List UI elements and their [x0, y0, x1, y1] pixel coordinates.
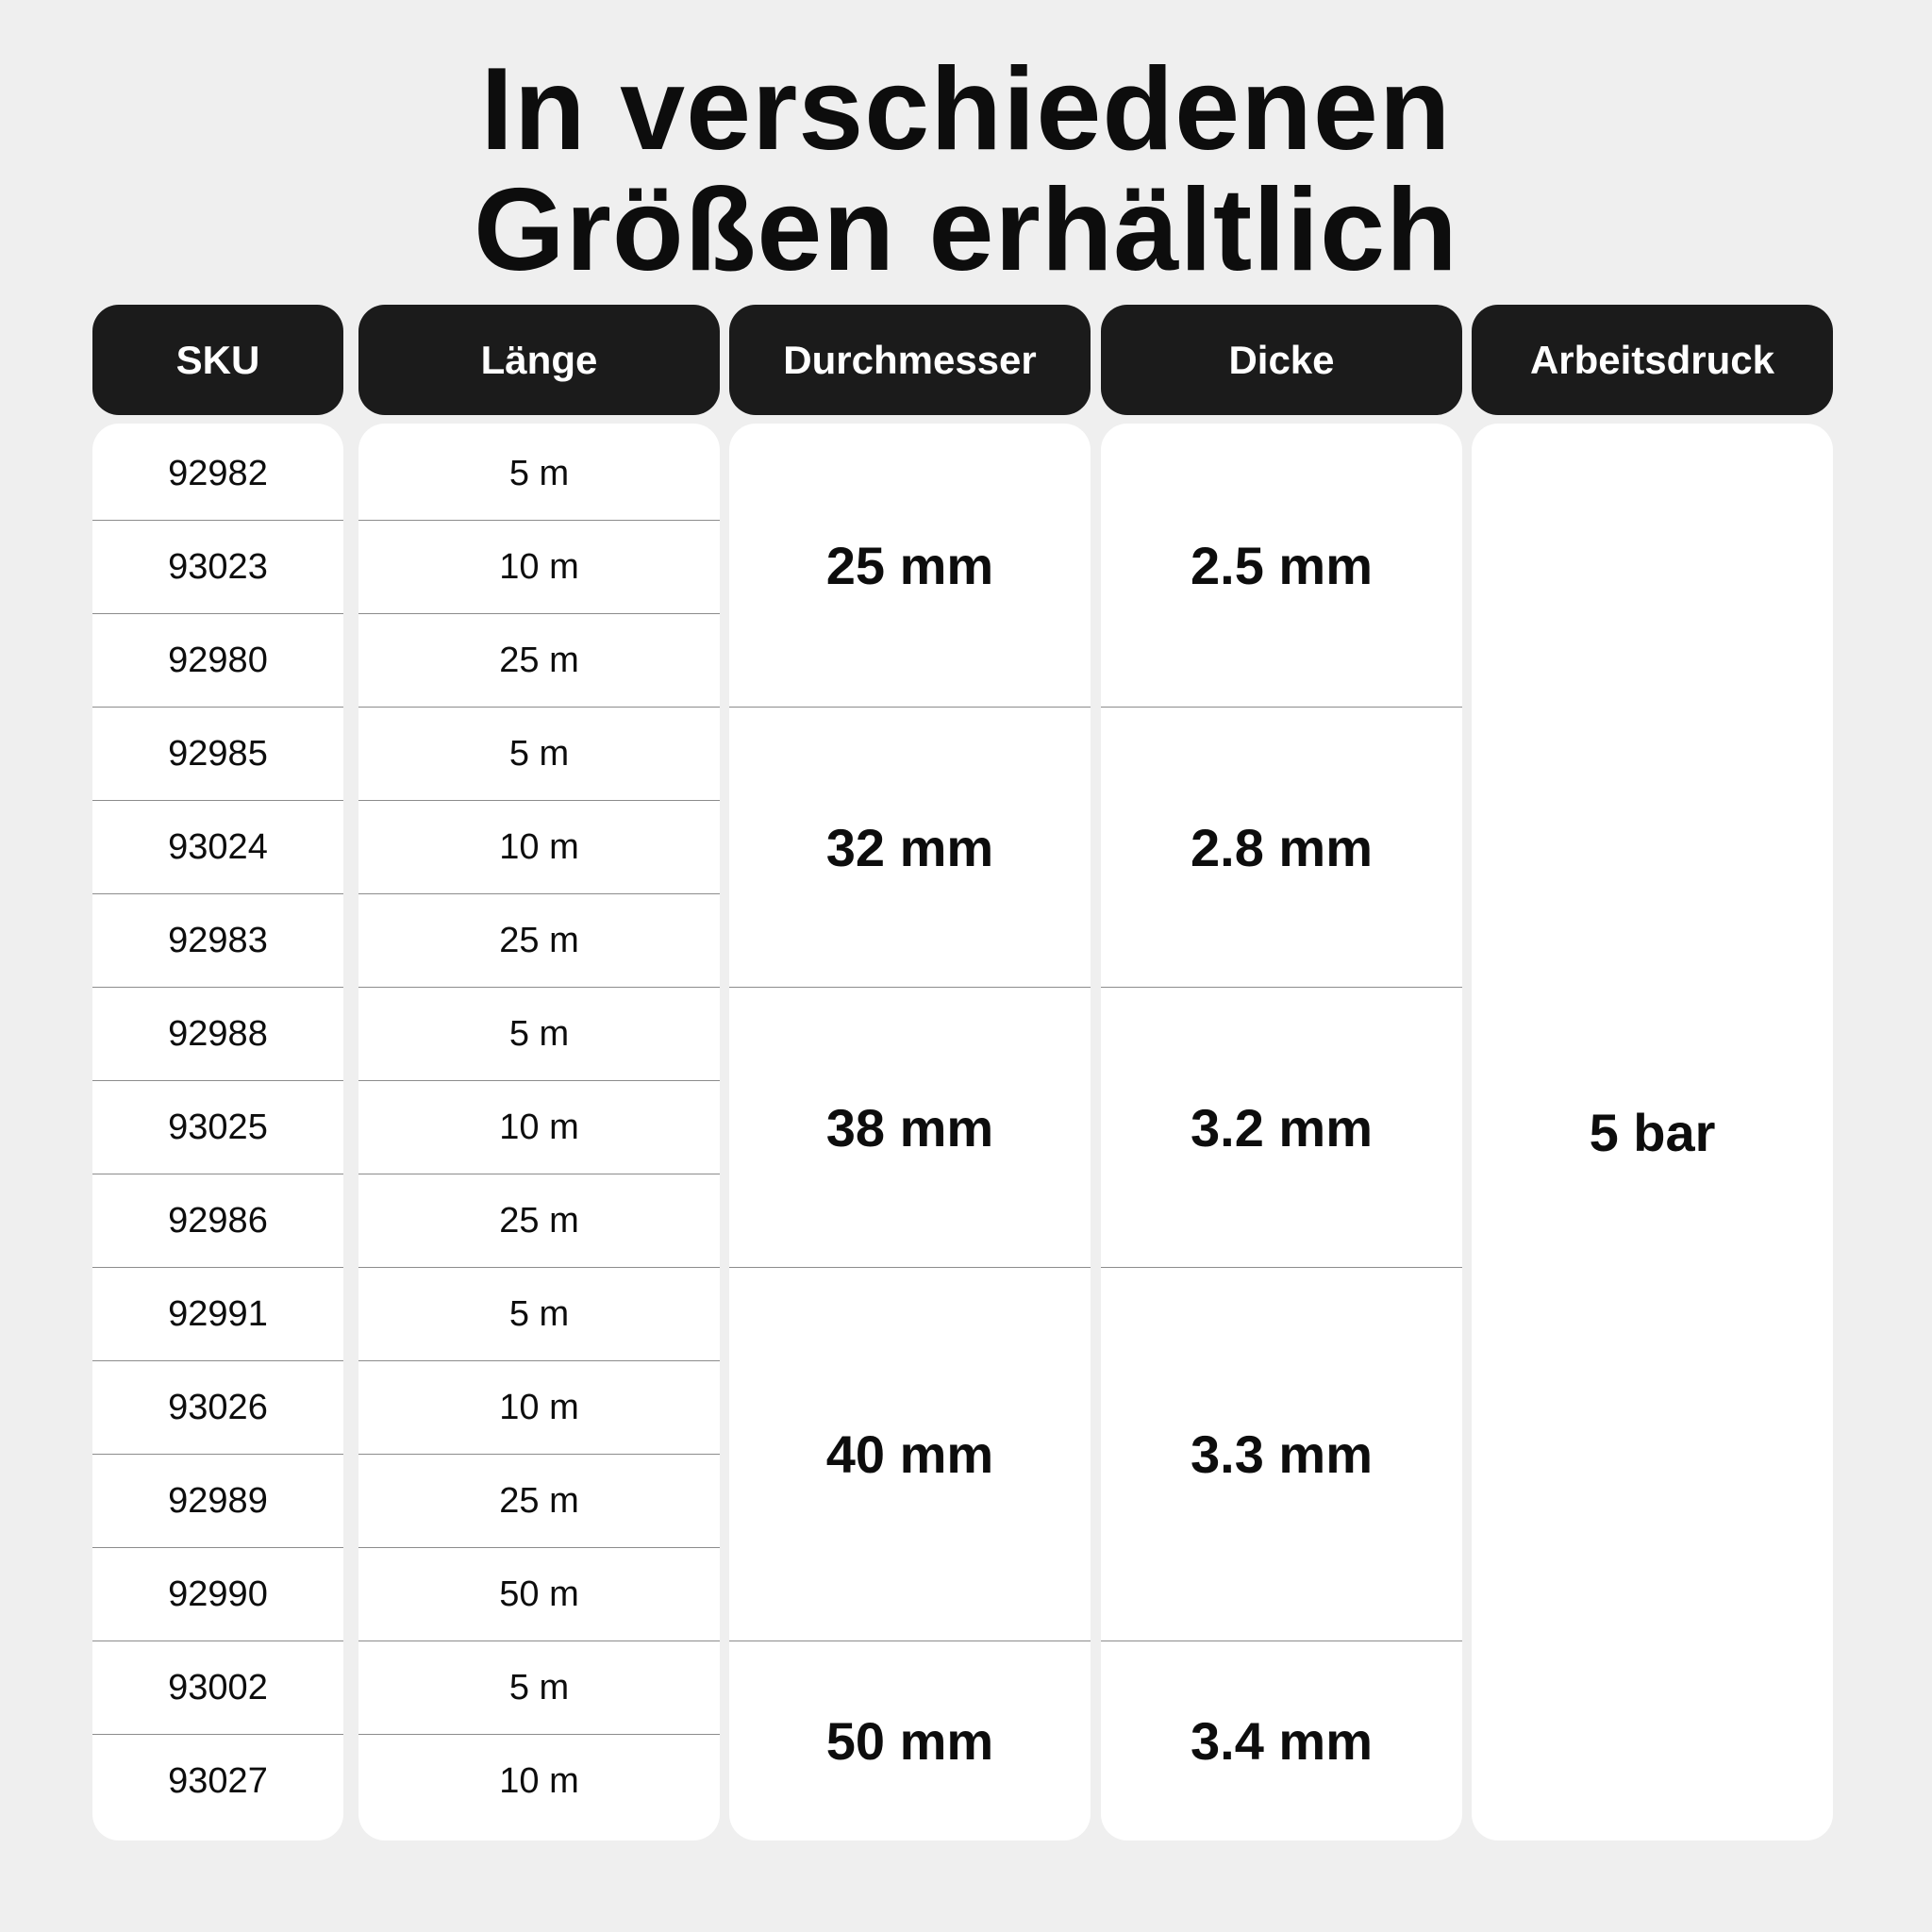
dicke-cell: 3.4 mm	[1191, 1711, 1373, 1771]
laenge-cell: 25 m	[358, 614, 720, 708]
dicke-cell: 2.8 mm	[1101, 708, 1462, 988]
header-dicke: Dicke	[1101, 305, 1462, 415]
dicke-column: 2.5 mm 2.8 mm 3.2 mm 3.3 mm 3.4 mm	[1101, 424, 1462, 1840]
laenge-cell: 5 m	[358, 427, 720, 521]
laenge-cell: 25 m	[358, 1455, 720, 1548]
sku-cell: 92990	[92, 1548, 343, 1641]
sku-cell: 92985	[92, 708, 343, 801]
durchmesser-cell: 32 mm	[729, 708, 1091, 988]
sku-cell: 93002	[92, 1641, 343, 1735]
arbeitsdruck-value: 5 bar	[1589, 1102, 1716, 1162]
header-laenge: Länge	[358, 305, 720, 415]
dicke-cell: 2.5 mm	[1101, 424, 1462, 708]
sku-cell: 93027	[168, 1761, 268, 1801]
sku-cell: 92989	[92, 1455, 343, 1548]
laenge-cell: 5 m	[358, 988, 720, 1081]
sku-cell: 92991	[92, 1268, 343, 1361]
header-durchmesser: Durchmesser	[729, 305, 1091, 415]
sku-cell: 92980	[92, 614, 343, 708]
laenge-cell: 10 m	[358, 521, 720, 614]
dicke-cell: 3.2 mm	[1101, 988, 1462, 1268]
durchmesser-column: 25 mm 32 mm 38 mm 40 mm 50 mm	[729, 424, 1091, 1840]
durchmesser-cell: 40 mm	[729, 1268, 1091, 1641]
laenge-cell: 5 m	[358, 1268, 720, 1361]
laenge-cell: 50 m	[358, 1548, 720, 1641]
durchmesser-cell: 38 mm	[729, 988, 1091, 1268]
sku-cell: 92986	[92, 1174, 343, 1268]
sku-cell: 93023	[92, 521, 343, 614]
header-sku: SKU	[92, 305, 343, 415]
laenge-cell: 25 m	[358, 1174, 720, 1268]
arbeitsdruck-column: 5 bar	[1472, 424, 1833, 1840]
sku-cell: 92982	[92, 427, 343, 521]
page-title: In verschiedenen Größen erhältlich	[0, 49, 1932, 291]
sku-cell: 93025	[92, 1081, 343, 1174]
header-arbeitsdruck: Arbeitsdruck	[1472, 305, 1833, 415]
laenge-cell: 5 m	[358, 1641, 720, 1735]
sku-cell: 93026	[92, 1361, 343, 1455]
laenge-cell: 25 m	[358, 894, 720, 988]
laenge-cell: 5 m	[358, 708, 720, 801]
title-line-1: In verschiedenen	[480, 44, 1452, 175]
sku-column: 92982 93023 92980 92985 93024 92983 92988 93025…	[92, 424, 343, 1840]
sku-cell: 92988	[92, 988, 343, 1081]
durchmesser-cell: 50 mm	[825, 1711, 994, 1771]
dicke-cell: 3.3 mm	[1101, 1268, 1462, 1641]
laenge-cell: 10 m	[358, 1081, 720, 1174]
sku-cell: 92983	[92, 894, 343, 988]
laenge-cell: 10 m	[358, 1361, 720, 1455]
title-line-2: Größen erhältlich	[474, 165, 1458, 295]
laenge-cell: 10 m	[499, 1761, 579, 1801]
laenge-cell: 10 m	[358, 801, 720, 894]
durchmesser-cell: 25 mm	[729, 424, 1091, 708]
sku-cell: 93024	[92, 801, 343, 894]
